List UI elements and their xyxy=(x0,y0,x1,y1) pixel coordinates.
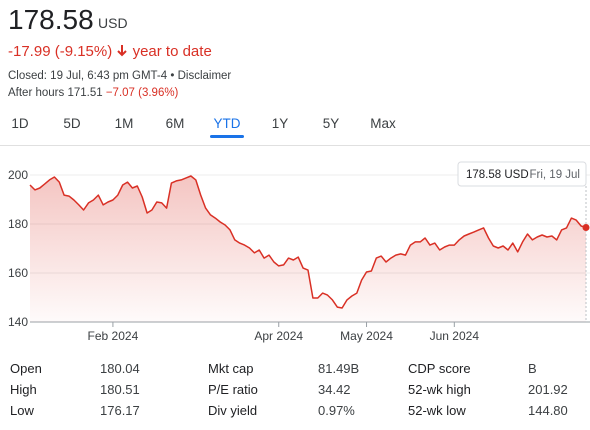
stat-value: 176.17 xyxy=(100,403,140,418)
range-tab[interactable]: 1Y xyxy=(271,116,289,131)
chart: 140 160 180 200 Feb 2024 Apr 2024 May 2024 Jun … xyxy=(8,161,590,343)
x-tick-label: Feb 2024 xyxy=(88,329,139,343)
range-tab[interactable]: 6M xyxy=(165,116,185,131)
period: year to date xyxy=(132,43,212,60)
tab-underline xyxy=(210,135,244,138)
y-tick-label: 160 xyxy=(8,266,28,280)
stat-label: Mkt cap xyxy=(208,361,254,376)
disclaimer-link[interactable]: Disclaimer xyxy=(177,70,232,82)
stat-label: 52-wk high xyxy=(408,382,471,397)
change-row: -17.99 (-9.15%) year to date xyxy=(8,43,212,60)
change: -17.99 (-9.15%) xyxy=(8,43,113,60)
stat-value: 180.04 xyxy=(100,361,140,376)
stat-label: Open xyxy=(10,361,42,376)
y-tick-label: 180 xyxy=(8,217,28,231)
range-tab[interactable]: Max xyxy=(370,116,396,131)
currency: USD xyxy=(98,15,128,31)
x-tick-label: Jun 2024 xyxy=(430,329,480,343)
stat-label: 52-wk low xyxy=(408,403,466,418)
closed: Closed: 19 Jul, 6:43 pm GMT-4 • xyxy=(8,70,175,82)
separator xyxy=(0,145,590,146)
after-hours-change: −7.07 (3.96%) xyxy=(105,87,179,99)
tooltip-box xyxy=(457,161,587,187)
y-tick-label: 140 xyxy=(8,315,28,329)
closed-row: Closed: 19 Jul, 6:43 pm GMT-4 • Disclaim… xyxy=(8,70,231,82)
price-line xyxy=(29,175,587,309)
stat-value: B xyxy=(528,361,537,376)
tooltip-date: Fri, 19 Jul xyxy=(530,169,581,181)
range-tab[interactable]: 1D xyxy=(11,116,29,131)
range-tab[interactable]: 5Y xyxy=(322,116,340,131)
stat-value: 144.80 xyxy=(528,403,568,418)
x-tick-label: Apr 2024 xyxy=(254,329,303,343)
stat-value: 0.97% xyxy=(318,403,355,418)
price: 178.58 xyxy=(8,4,94,35)
stat-value: 180.51 xyxy=(100,382,140,397)
after-hours-row: After hours 171.51 −7.07 (3.96%) xyxy=(8,87,178,99)
area-fill xyxy=(30,176,586,322)
range-tab[interactable]: 5D xyxy=(63,116,81,131)
stat-label: P/E ratio xyxy=(208,382,258,397)
down-arrow xyxy=(117,45,128,57)
stat-label: Div yield xyxy=(208,403,258,418)
x-tick-label: May 2024 xyxy=(340,329,393,343)
end-point xyxy=(582,223,590,231)
range-tab[interactable]: YTD xyxy=(213,116,241,131)
y-tick-label: 200 xyxy=(8,168,28,182)
stat-label: High xyxy=(10,382,37,397)
after-hours: After hours 171.51 xyxy=(8,87,103,99)
stat-value: 81.49B xyxy=(318,361,360,376)
stat-value: 201.92 xyxy=(528,382,568,397)
stat-label: Low xyxy=(10,403,34,418)
range-tab[interactable]: 1M xyxy=(114,116,134,131)
stat-label: CDP score xyxy=(408,361,471,376)
tooltip-value: 178.58 USD xyxy=(466,169,529,181)
stat-value: 34.42 xyxy=(318,382,351,397)
